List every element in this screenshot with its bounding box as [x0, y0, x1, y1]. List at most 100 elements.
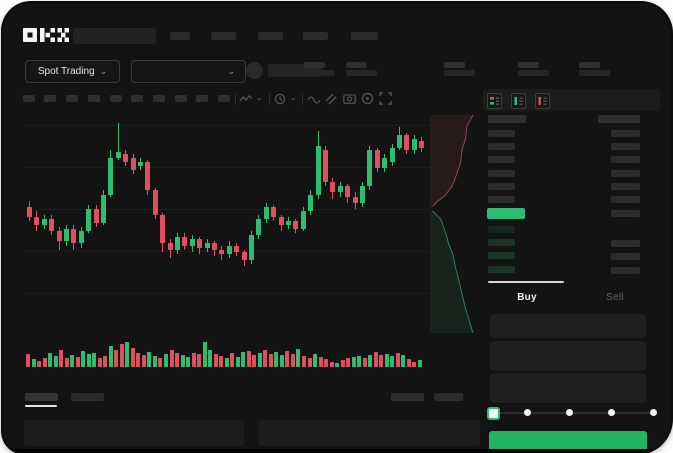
bottom-tab-placeholder[interactable] — [25, 393, 58, 401]
candle — [56, 231, 62, 242]
orderbook-bid-row[interactable] — [488, 252, 515, 259]
candle — [352, 196, 358, 203]
depth-chart[interactable] — [430, 115, 480, 333]
timeframe-button-placeholder[interactable] — [196, 95, 208, 102]
timeframe-button-placeholder[interactable] — [175, 95, 187, 102]
zigzag-chart-icon[interactable] — [239, 93, 253, 105]
tab-buy[interactable]: Buy — [517, 292, 537, 303]
orders-panel-placeholder — [24, 420, 244, 446]
orderbook-ask-row[interactable] — [488, 183, 515, 190]
order-input-placeholder[interactable] — [490, 373, 646, 403]
active-tab-underline — [25, 405, 57, 407]
volume-bar — [213, 354, 218, 367]
volume-bar — [75, 357, 80, 367]
timeframe-button-placeholder[interactable] — [44, 95, 56, 102]
stat-label-placeholder — [579, 62, 600, 68]
slider-stop[interactable] — [524, 409, 531, 416]
orderbook-bid-row[interactable] — [488, 266, 515, 273]
orderbook-ask-row[interactable] — [488, 196, 515, 203]
candle — [86, 208, 92, 232]
slider-stop[interactable] — [650, 409, 657, 416]
orderbook-ask-row[interactable] — [488, 143, 515, 150]
candle — [212, 243, 217, 250]
nav-item-placeholder[interactable] — [303, 32, 328, 40]
book-asks-icon[interactable] — [535, 93, 550, 109]
orderbook-ask-row[interactable] — [611, 196, 640, 203]
volume-bar — [147, 352, 152, 367]
orderbook-ask-row[interactable] — [488, 156, 515, 163]
slider-handle[interactable] — [487, 407, 500, 420]
draw-lines-icon[interactable] — [325, 92, 338, 105]
orderbook-ask-row[interactable] — [611, 130, 640, 137]
orderbook-ask-row[interactable] — [488, 170, 515, 177]
nav-item-placeholder[interactable] — [211, 32, 236, 40]
nav-item-placeholder[interactable] — [351, 32, 378, 40]
timeframe-button-placeholder[interactable] — [153, 95, 165, 102]
candle — [27, 206, 32, 217]
order-input-placeholder[interactable] — [490, 314, 646, 338]
orderbook-bid-row[interactable] — [488, 226, 515, 233]
candle — [293, 221, 299, 230]
search-bar-placeholder[interactable] — [73, 28, 156, 44]
slider-stop[interactable] — [608, 409, 615, 416]
volume-bar — [103, 356, 108, 367]
book-bids-icon[interactable] — [511, 93, 526, 109]
volume-bar — [395, 353, 400, 367]
bottom-action-placeholder[interactable] — [434, 393, 463, 401]
market-mode-dropdown[interactable]: Spot Trading ⌄ — [25, 60, 120, 83]
tab-sell[interactable]: Sell — [606, 292, 624, 303]
orderbook-ask-row[interactable] — [488, 130, 515, 137]
chevron-down-icon[interactable]: ⌄ — [256, 93, 263, 102]
orderbook-bid-row[interactable] — [611, 240, 640, 247]
candle — [382, 157, 388, 168]
candle — [360, 186, 365, 203]
stat-label-placeholder — [444, 62, 465, 68]
volume-bar — [92, 353, 97, 367]
volume-bar — [417, 360, 422, 367]
buy-submit-button[interactable] — [489, 431, 647, 451]
candlestick-chart[interactable] — [23, 113, 430, 369]
orderbook-ask-row[interactable] — [611, 183, 640, 190]
timeframe-button-placeholder[interactable] — [110, 95, 122, 102]
bottom-tab-placeholder[interactable] — [71, 393, 104, 401]
volume-bar — [97, 358, 102, 367]
wave-icon[interactable] — [307, 95, 321, 104]
timeframe-button-placeholder[interactable] — [131, 95, 143, 102]
timeframe-button-placeholder[interactable] — [66, 95, 78, 102]
candle — [374, 149, 380, 168]
volume-bar — [346, 358, 351, 367]
bottom-action-placeholder[interactable] — [391, 393, 424, 401]
candle — [78, 231, 84, 244]
slider-stop[interactable] — [566, 409, 573, 416]
volume-bar — [197, 354, 202, 367]
book-combined-icon[interactable] — [487, 93, 502, 109]
clock-icon[interactable] — [274, 93, 286, 105]
stat-value-placeholder — [304, 70, 335, 76]
orderbook-ask-row[interactable] — [611, 156, 640, 163]
timeframe-button-placeholder[interactable] — [88, 95, 100, 102]
orderbook-ask-row[interactable] — [611, 170, 640, 177]
nav-item-placeholder[interactable] — [258, 32, 283, 40]
circle-dot-icon[interactable] — [361, 92, 374, 105]
volume-bar — [130, 348, 135, 367]
orderbook-bid-row[interactable] — [488, 239, 515, 246]
orderbook-last-price[interactable] — [487, 208, 525, 219]
volume-bar — [351, 357, 356, 367]
order-input-placeholder[interactable] — [490, 341, 646, 371]
volume-bar — [335, 363, 340, 367]
nav-item-placeholder[interactable] — [170, 32, 190, 40]
chevron-down-icon[interactable]: ⌄ — [290, 93, 297, 102]
fullscreen-icon[interactable] — [379, 92, 392, 105]
coin-icon — [246, 62, 263, 79]
device-screen: Spot Trading ⌄ ⌄ ⌄ ⌄ Buy Sell — [3, 3, 671, 453]
timeframe-button-placeholder[interactable] — [23, 95, 35, 102]
pair-selector-dropdown[interactable]: ⌄ — [131, 60, 246, 83]
volume-bar — [252, 355, 257, 367]
stat-value-placeholder — [518, 70, 549, 76]
timeframe-button-placeholder[interactable] — [218, 95, 230, 102]
orderbook-ask-row[interactable] — [611, 143, 640, 150]
orderbook-bid-row[interactable] — [611, 267, 640, 274]
camera-icon[interactable] — [343, 93, 356, 104]
volume-bar — [26, 354, 30, 367]
orderbook-bid-row[interactable] — [611, 253, 640, 260]
